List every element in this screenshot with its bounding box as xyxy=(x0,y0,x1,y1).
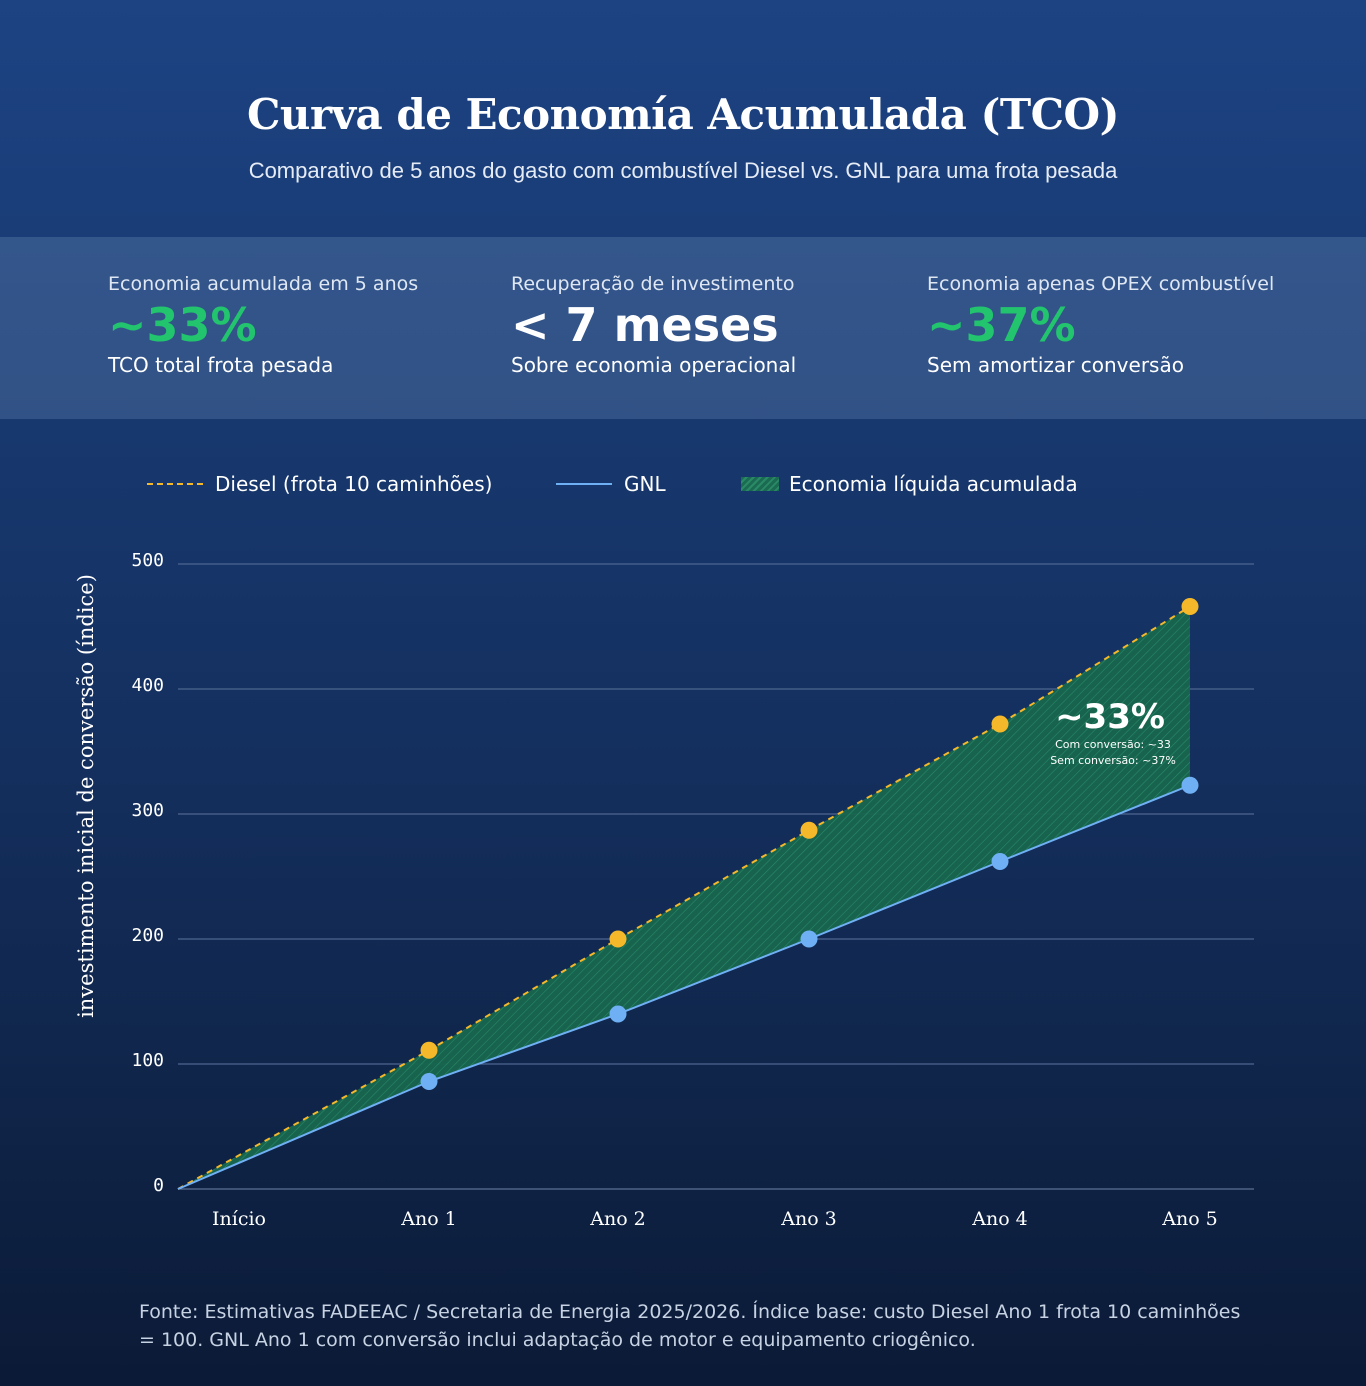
legend-label: Economia líquida acumulada xyxy=(789,472,1078,496)
kpi-value: < 7 meses xyxy=(511,298,779,352)
chart-legend: Diesel (frota 10 caminhões) GNL Economia… xyxy=(0,472,1366,502)
page-subtitle: Comparativo de 5 anos do gasto com combu… xyxy=(248,158,1118,183)
x-tick-label: Ano 4 xyxy=(971,1208,1028,1230)
legend-item-area: Economia líquida acumulada xyxy=(741,472,1078,496)
gnl-line xyxy=(177,784,1191,1190)
kpi-label: Recuperação de investimento xyxy=(511,273,795,295)
kpi-value: ~37% xyxy=(927,298,1076,352)
line-chart: 0 100 200 300 400 500 Início Ano 1 Ano 2 Ano 3 An… xyxy=(74,550,1254,1230)
y-tick-label: 200 xyxy=(131,925,164,946)
savings-area xyxy=(178,606,1190,1189)
annotation-detail: Sem conversão: ~37% xyxy=(1050,754,1176,767)
gnl-point xyxy=(420,1073,438,1090)
kpi-note: Sobre economia operacional xyxy=(511,353,797,377)
diesel-line xyxy=(177,605,1191,1190)
kpi-note: Sem amortizar conversão xyxy=(927,353,1184,377)
y-tick-label: 400 xyxy=(131,675,164,696)
kpi-opex-savings: Economia apenas OPEX combustível ~37% Se… xyxy=(927,273,1274,377)
kpi-value: ~33% xyxy=(108,298,257,352)
x-tick-label: Ano 5 xyxy=(1161,1208,1218,1230)
annotation-detail: Com conversão: ~33 xyxy=(1055,738,1171,751)
y-tick-label: 100 xyxy=(131,1050,164,1071)
diesel-point xyxy=(609,930,627,948)
source-note: Fonte: Estimativas FADEEAC / Secretaria … xyxy=(139,1301,1241,1351)
x-tick-label: Ano 3 xyxy=(780,1208,837,1230)
kpi-payback: Recuperação de investimento < 7 meses So… xyxy=(511,273,796,377)
y-tick-label: 500 xyxy=(131,550,164,571)
diesel-point xyxy=(420,1041,438,1059)
gnl-point xyxy=(800,930,818,948)
annotation-value: ~33% xyxy=(1055,697,1165,737)
kpi-band: Economia acumulada em 5 anos ~33% TCO to… xyxy=(0,237,1366,419)
page-title: Curva de Economía Acumulada (TCO) xyxy=(247,90,1119,139)
hatched-area-icon xyxy=(741,477,779,491)
legend-item-gnl: GNL xyxy=(556,472,666,496)
y-axis-label: investimento inicial de conversão (índic… xyxy=(74,574,98,1018)
kpi-note: TCO total frota pesada xyxy=(108,353,334,377)
legend-item-diesel: Diesel (frota 10 caminhões) xyxy=(147,472,492,496)
kpi-label: Economia apenas OPEX combustível xyxy=(927,273,1275,295)
gnl-point xyxy=(991,853,1009,870)
kpi-label: Economia acumulada em 5 anos xyxy=(108,273,419,295)
legend-label: GNL xyxy=(624,472,666,496)
y-tick-label: 0 xyxy=(153,1175,164,1196)
gnl-point xyxy=(1181,776,1199,794)
legend-label: Diesel (frota 10 caminhões) xyxy=(215,472,493,496)
x-tick-label: Ano 1 xyxy=(400,1208,457,1230)
x-tick-label: Ano 2 xyxy=(589,1208,646,1230)
diesel-point xyxy=(991,715,1009,733)
dashed-line-icon xyxy=(147,483,203,485)
solid-line-icon xyxy=(556,483,612,485)
y-tick-label: 300 xyxy=(131,800,164,821)
diesel-point xyxy=(1181,598,1199,615)
diesel-point xyxy=(800,821,818,839)
kpi-savings: Economia acumulada em 5 anos ~33% TCO to… xyxy=(108,273,418,377)
x-tick-label: Início xyxy=(212,1208,266,1230)
gnl-point xyxy=(609,1005,627,1023)
